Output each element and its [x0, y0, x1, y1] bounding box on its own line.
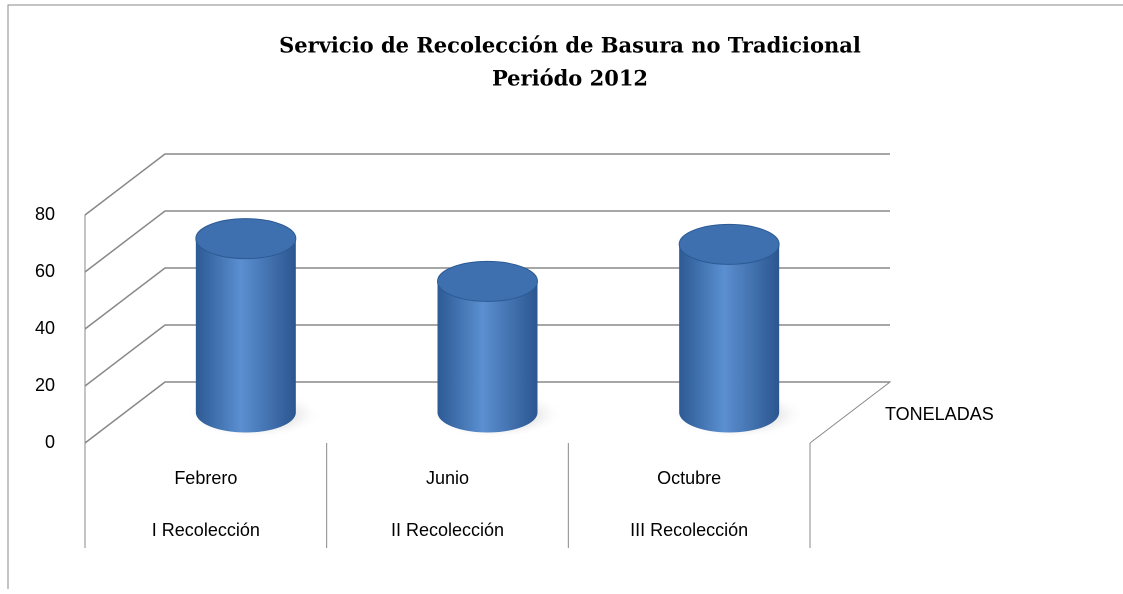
- x-tick-label: Octubre: [657, 468, 721, 488]
- grid-line: [84, 381, 890, 444]
- chart-frame: [7, 4, 1123, 589]
- x-tick-sublabel: II Recolección: [391, 520, 504, 540]
- y-tick-label: 80: [35, 204, 55, 224]
- x-tick-label: Febrero: [174, 468, 237, 488]
- grid-line: [84, 324, 890, 387]
- legend-label: TONELADAS: [885, 404, 994, 424]
- grid-line: [84, 153, 890, 216]
- bar-top: [678, 223, 780, 265]
- bar-top: [437, 260, 538, 302]
- x-tick-sublabel: I Recolección: [152, 520, 260, 540]
- bar-top: [195, 218, 297, 260]
- grid-line: [84, 267, 890, 330]
- x-tick-sublabel: III Recolección: [630, 520, 748, 540]
- bar: [678, 223, 780, 433]
- y-tick-label: 60: [35, 261, 55, 281]
- chart-subtitle: Periódo 2012: [492, 66, 648, 91]
- bar-body: [195, 238, 296, 433]
- chart-title: Servicio de Recolección de Basura no Tra…: [279, 33, 861, 58]
- bar-body: [679, 244, 780, 433]
- grid-line: [84, 210, 890, 273]
- bar: [195, 218, 297, 433]
- y-tick-label: 20: [35, 375, 55, 395]
- y-tick-label: 0: [45, 432, 55, 452]
- bar-body: [437, 281, 538, 433]
- x-tick-label: Junio: [426, 468, 469, 488]
- bar: [437, 260, 538, 433]
- y-tick-label: 40: [35, 318, 55, 338]
